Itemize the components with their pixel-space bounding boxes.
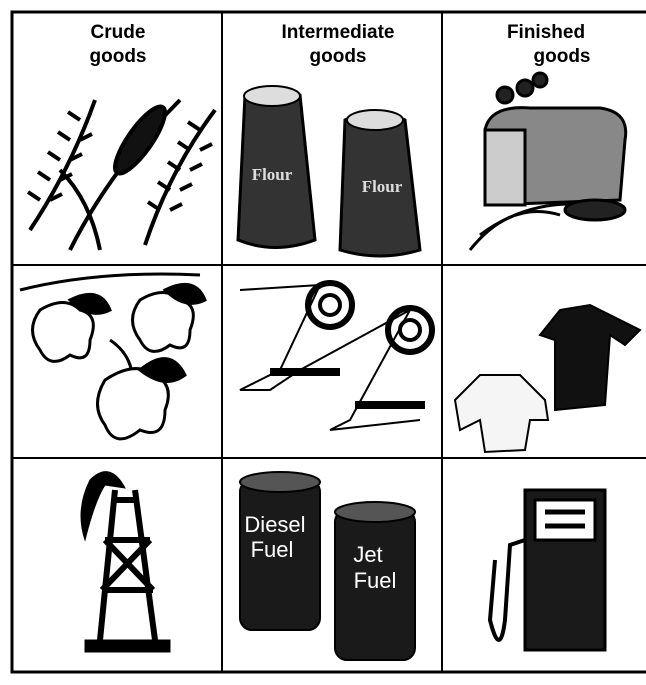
clothes-icon (455, 305, 640, 452)
heading: Finished (507, 22, 585, 43)
barrel-label: Jet (353, 542, 382, 567)
gas-pump-icon (490, 490, 605, 650)
heading: goods (534, 46, 591, 67)
bread-icon (470, 73, 626, 250)
oil-derrick-icon (81, 472, 170, 652)
barrels-icon (240, 472, 415, 660)
sack-label: Flour (252, 165, 293, 184)
barrel-label: Fuel (251, 537, 294, 562)
goods-diagram: Crude goods Intermediate goods Finished … (0, 0, 646, 685)
wheat-icon (28, 100, 215, 250)
heading: goods (310, 46, 367, 67)
cotton-icon (20, 274, 205, 439)
heading: goods (90, 46, 147, 67)
heading: Crude (91, 22, 146, 43)
heading: Intermediate (282, 22, 395, 43)
paper-rollers (240, 283, 432, 430)
sack-label: Flour (362, 177, 403, 196)
barrel-label: Diesel (244, 512, 305, 537)
barrel-label: Fuel (354, 568, 397, 593)
